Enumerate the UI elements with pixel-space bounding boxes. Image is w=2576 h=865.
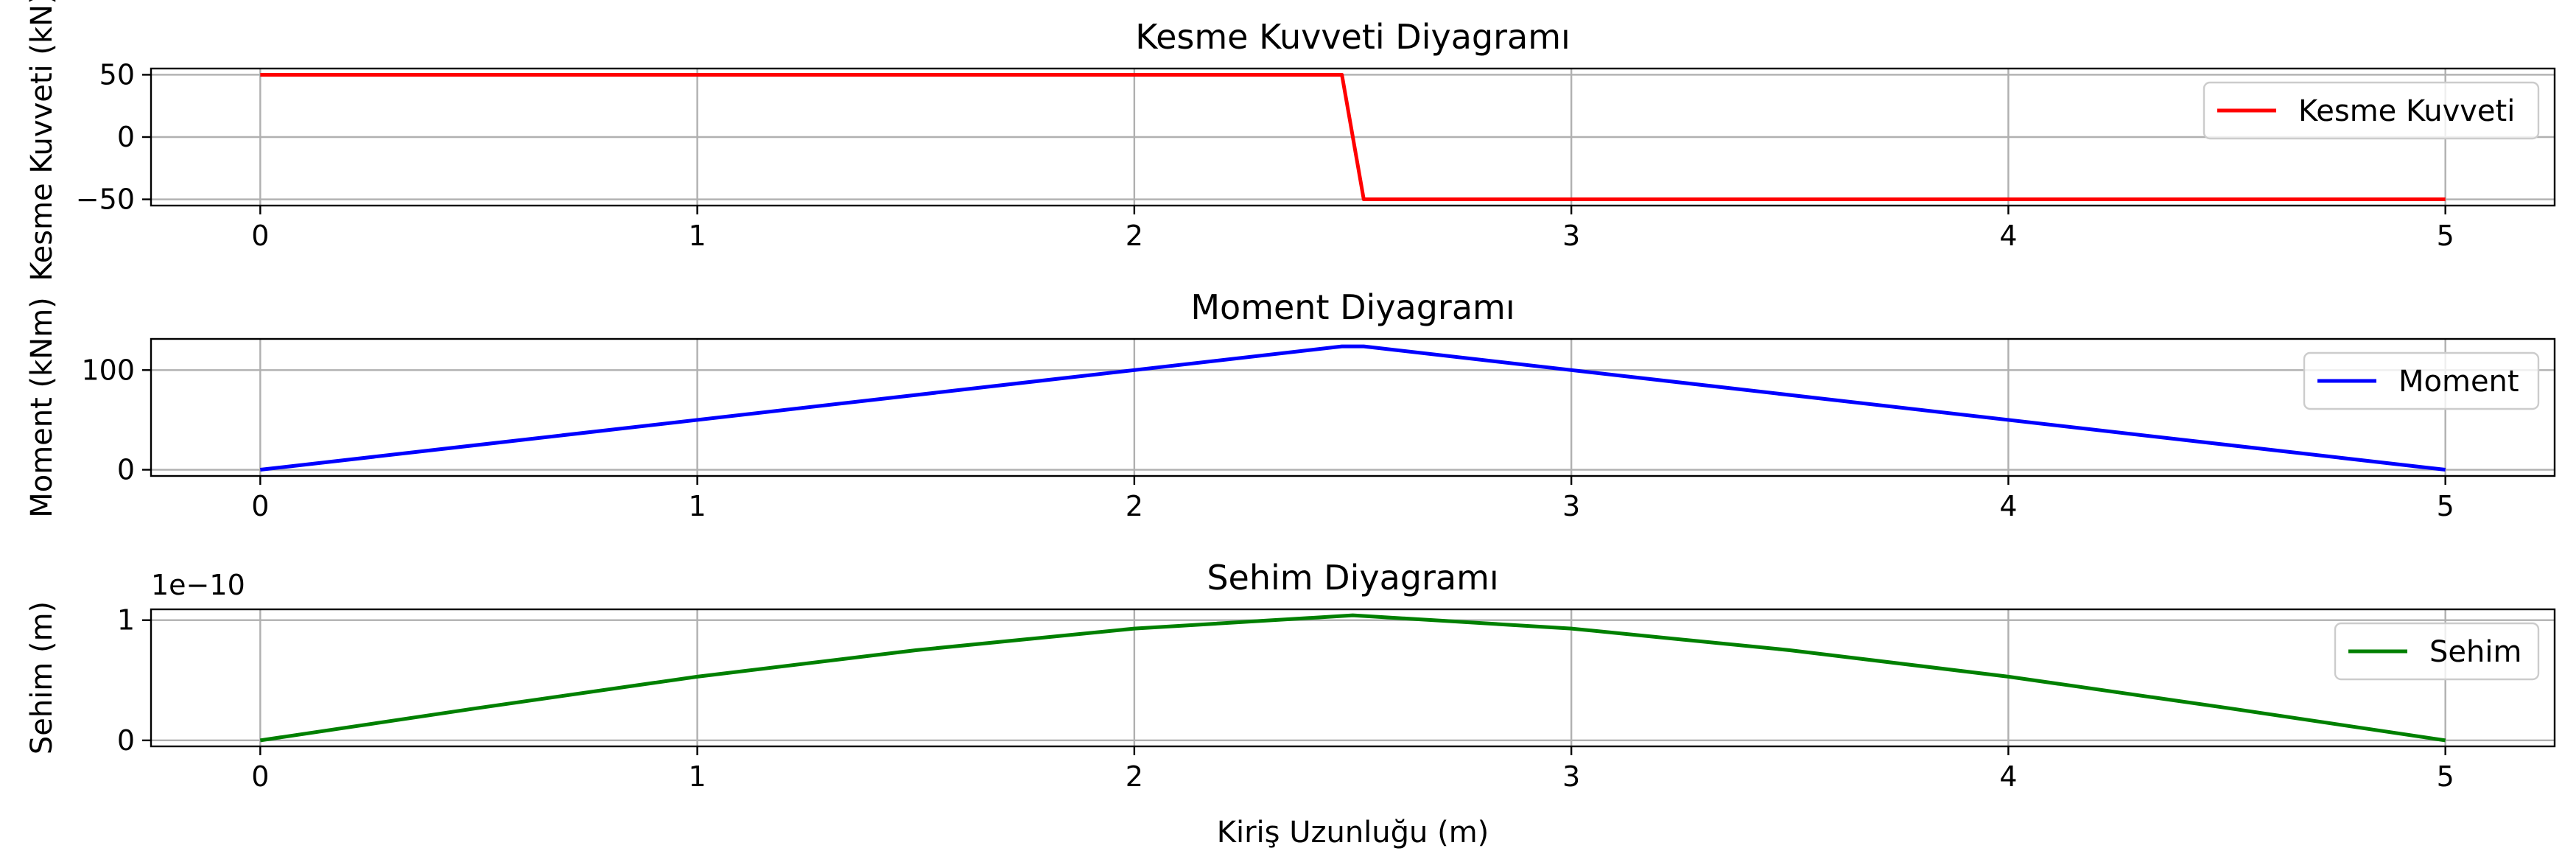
x-tick-label: 4 [1999, 220, 2017, 252]
x-tick-label: 5 [2437, 760, 2454, 793]
legend-box [2334, 622, 2540, 681]
x-tick-label: 2 [1126, 760, 1143, 793]
x-tick-label: 3 [1562, 220, 1580, 252]
y-tick-label: 0 [117, 121, 135, 153]
x-tick-label: 1 [688, 490, 706, 522]
legend: Sehim [2334, 622, 2540, 681]
legend: Moment [2303, 351, 2540, 410]
y-tick-label: 1 [117, 604, 135, 637]
legend-box [2203, 81, 2540, 140]
chart-title: Sehim Diyagramı [1207, 558, 1498, 598]
x-tick-label: 5 [2437, 220, 2454, 252]
x-tick-label: 0 [251, 760, 269, 793]
x-tick-label: 4 [1999, 760, 2017, 793]
y-axis-label: Moment (kNm) [25, 297, 59, 518]
chart-title: Moment Diyagramı [1190, 287, 1515, 327]
legend-label: Kesme Kuvveti [2298, 94, 2515, 128]
x-tick-label: 3 [1562, 490, 1580, 522]
series-line [259, 613, 2446, 743]
legend-label: Moment [2398, 365, 2519, 399]
x-tick-label: 3 [1562, 760, 1580, 793]
y-tick-label: −50 [76, 183, 135, 216]
panel-2: 0 1 2 3 4 5 100 0 Moment Diyagramı Moment (kNm) Mo… [25, 287, 2556, 522]
x-tick-label: 0 [251, 490, 269, 522]
y-tick-label: 0 [117, 724, 135, 757]
x-tick-label: 2 [1126, 220, 1143, 252]
y-axis-label: Kesme Kuvveti (kN) [25, 0, 59, 281]
axes-frame [150, 608, 2556, 748]
x-axis-label: Kiriş Uzunluğu (m) [1217, 816, 1489, 850]
x-tick-label: 0 [251, 220, 269, 252]
series-line [260, 72, 2446, 202]
panel-1: 0 1 2 3 4 5 50 0 −50 Kesme Kuvveti Diyagramı Kesme… [25, 0, 2556, 281]
x-tick-label: 2 [1126, 490, 1143, 522]
legend-label: Sehim [2429, 635, 2521, 669]
grid [151, 339, 2555, 476]
y-axis-label: Sehim (m) [25, 601, 59, 754]
y-offset-text: 1e−10 [151, 569, 245, 601]
axes-frame [150, 337, 2556, 477]
y-tick-label: 0 [117, 454, 135, 486]
x-tick-label: 4 [1999, 490, 2017, 522]
legend: Kesme Kuvveti [2203, 81, 2540, 140]
y-tick-label: 100 [81, 354, 135, 386]
grid [151, 609, 2555, 746]
legend-box [2303, 351, 2540, 410]
x-tick-label: 1 [688, 220, 706, 252]
panel-3: 0 1 2 3 4 5 1 0 Sehim Diyagramı Sehim (m) Kiriş Uz… [25, 558, 2556, 850]
y-tick-label: 50 [99, 58, 135, 91]
x-tick-label: 5 [2437, 490, 2454, 522]
chart-title: Kesme Kuvveti Diyagramı [1135, 17, 1570, 57]
x-tick-label: 1 [688, 760, 706, 793]
axes-frame [150, 67, 2556, 207]
series-line [260, 344, 2446, 472]
